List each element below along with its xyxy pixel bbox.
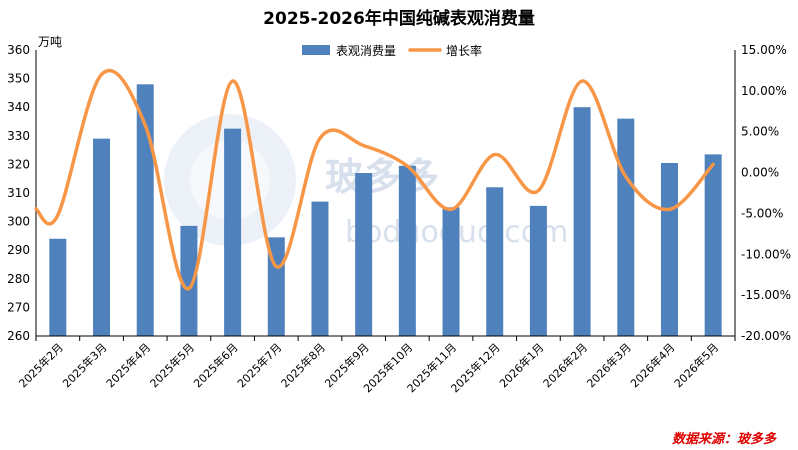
x-tick-label: 2025年6月 xyxy=(191,340,241,390)
y-right-tick-label: 15.00% xyxy=(741,43,787,57)
bar xyxy=(180,225,198,336)
y-left-unit: 万吨 xyxy=(38,35,62,49)
y-right-tick-label: 0.00% xyxy=(741,166,779,180)
bar xyxy=(617,118,635,336)
legend: 表观消费量 增长率 xyxy=(302,43,482,58)
bar xyxy=(49,238,67,336)
x-tick-label: 2025年2月 xyxy=(16,340,66,390)
y-left-tick-label: 260 xyxy=(7,329,30,343)
x-tick-label: 2025年8月 xyxy=(278,340,328,390)
y-right-tick-label: -20.00% xyxy=(741,329,791,343)
x-tick-label: 2026年4月 xyxy=(627,340,677,390)
line-series xyxy=(34,68,715,291)
bar xyxy=(529,205,547,336)
y-right-tick-label: 10.00% xyxy=(741,84,787,98)
bar xyxy=(355,172,373,336)
y-right-tick-label: -15.00% xyxy=(741,288,791,302)
bar xyxy=(442,207,460,336)
bar xyxy=(704,154,722,336)
x-tick-label: 2025年4月 xyxy=(103,340,153,390)
bar xyxy=(224,128,242,336)
bar xyxy=(573,107,591,336)
y-right-tick-label: -10.00% xyxy=(741,247,791,261)
chart-title: 2025-2026年中国纯碱表观消费量 xyxy=(263,9,535,29)
bar xyxy=(398,165,416,336)
y-left-tick-label: 270 xyxy=(7,300,30,314)
bar-series xyxy=(49,84,722,336)
bar xyxy=(660,162,678,336)
watermark-text: 玻多多 xyxy=(325,155,439,199)
y-left-tick-label: 300 xyxy=(7,215,30,229)
y-left-tick-label: 290 xyxy=(7,243,30,257)
y-right-tick-label: 5.00% xyxy=(741,125,779,139)
y-left-tick-label: 350 xyxy=(7,72,30,86)
x-tick-label: 2026年3月 xyxy=(584,340,634,390)
bar xyxy=(93,138,111,336)
y-left-tick-label: 280 xyxy=(7,272,30,286)
x-tick-label: 2026年1月 xyxy=(496,340,546,390)
legend-label-line: 增长率 xyxy=(446,43,482,58)
bar xyxy=(486,187,504,336)
source-note: 数据来源：玻多多 xyxy=(671,432,776,447)
x-tick-label: 2026年5月 xyxy=(671,340,721,390)
y-left-tick-label: 360 xyxy=(7,43,30,57)
legend-swatch-bar xyxy=(302,45,330,55)
x-tick-label: 2025年5月 xyxy=(147,340,197,390)
bar xyxy=(311,201,329,336)
y-right-tick-label: -5.00% xyxy=(741,206,783,220)
x-tick-label: 2025年7月 xyxy=(234,340,284,390)
x-tick-label: 2026年2月 xyxy=(540,340,590,390)
bar xyxy=(136,84,154,336)
x-tick-label: 2025年3月 xyxy=(59,340,109,390)
y-left-tick-label: 310 xyxy=(7,186,30,200)
y-left-tick-label: 340 xyxy=(7,100,30,114)
y-left-tick-label: 320 xyxy=(7,157,30,171)
legend-label-bar: 表观消费量 xyxy=(336,44,396,58)
y-left-tick-label: 330 xyxy=(7,129,30,143)
